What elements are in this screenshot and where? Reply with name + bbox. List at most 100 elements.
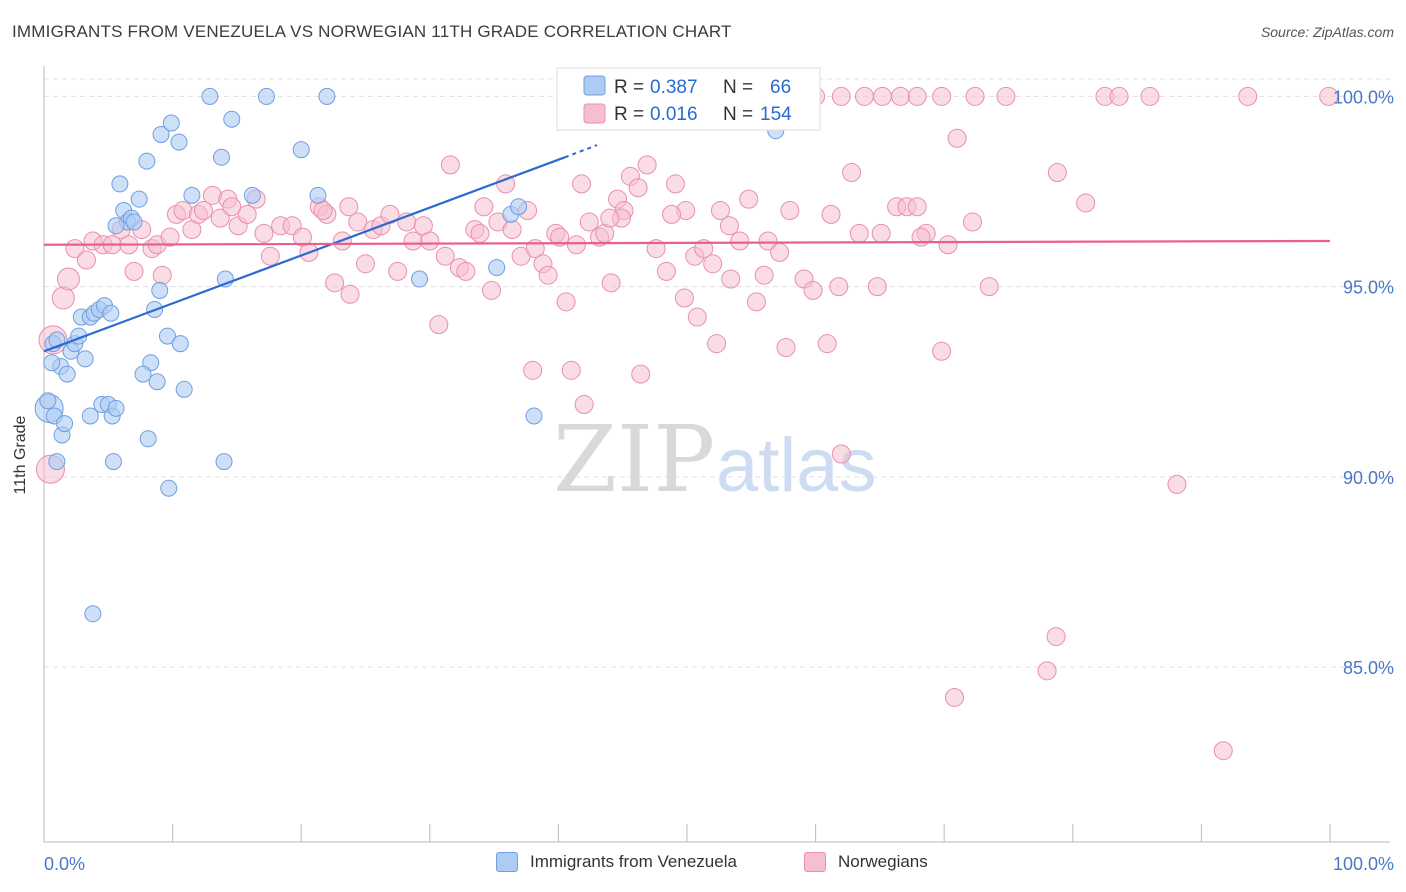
norwegians-point — [1109, 86, 1129, 106]
norwegians-point — [996, 86, 1016, 106]
venezuela-point — [56, 415, 74, 433]
norwegians-point — [932, 86, 952, 106]
legend-swatch-venezuela — [583, 75, 606, 96]
top-legend: R = 0.387 N = 66 R = 0.016 N = 154 — [556, 67, 821, 131]
norwegians-point — [867, 277, 887, 297]
norwegians-point — [152, 265, 172, 285]
legend-swatch-norwegians-bottom — [804, 852, 826, 872]
venezuela-point — [107, 217, 125, 235]
norwegians-point — [854, 86, 874, 106]
norwegians-point — [1238, 86, 1258, 106]
legend-n-value-venezuela: 66 — [770, 77, 791, 98]
norwegians-point — [944, 687, 964, 707]
norwegians-point — [403, 231, 423, 251]
norwegians-point — [721, 269, 741, 289]
venezuela-point — [525, 407, 543, 425]
y-tick-label-90: 90.0% — [1343, 468, 1394, 488]
norwegians-point — [707, 334, 727, 354]
norwegians-point — [124, 261, 144, 281]
norwegians-point — [1319, 86, 1339, 106]
norwegians-point — [193, 201, 213, 221]
legend-swatch-venezuela-bottom — [496, 852, 518, 872]
x-tick-labels: 0.0% 100.0% — [44, 854, 1394, 874]
norwegians-point — [646, 239, 666, 259]
venezuela-point — [151, 281, 169, 299]
venezuela-points — [34, 87, 785, 623]
norwegians-point — [429, 315, 449, 335]
norwegians-point — [758, 231, 778, 251]
venezuela-point — [111, 175, 129, 193]
norwegians-point — [831, 444, 851, 464]
norwegians-point — [356, 254, 375, 274]
venezuela-point — [125, 213, 143, 231]
norwegians-point — [348, 212, 368, 232]
watermark-atlas: atlas — [716, 423, 877, 508]
norwegians-point — [502, 220, 522, 240]
norwegians-point — [574, 395, 594, 415]
norwegians-point — [872, 86, 892, 106]
norwegians-point — [160, 227, 180, 247]
norwegians-point — [470, 223, 490, 243]
venezuela-point — [152, 125, 170, 143]
norwegians-point — [1046, 627, 1066, 647]
norwegians-point — [871, 223, 891, 243]
gridlines — [44, 78, 1390, 668]
norwegians-point — [831, 86, 851, 106]
norwegians-point — [1076, 193, 1096, 213]
venezuela-point — [309, 186, 327, 204]
norwegians-point — [556, 292, 576, 312]
norwegians-point — [420, 231, 440, 251]
venezuela-point — [104, 453, 122, 471]
legend-r-label-venezuela: R = — [614, 77, 644, 98]
venezuela-trend-extension — [564, 144, 598, 159]
norwegians-point — [932, 341, 952, 361]
venezuela-point — [81, 407, 99, 425]
norwegians-points — [35, 86, 1339, 761]
norwegians-point — [579, 212, 599, 232]
norwegians-point — [76, 250, 96, 270]
venezuela-point — [107, 399, 125, 417]
norwegians-point — [1213, 741, 1233, 761]
norwegians-point — [947, 128, 967, 148]
norwegians-point — [979, 277, 999, 297]
norwegians-point — [821, 204, 841, 224]
venezuela-point — [139, 430, 157, 448]
norwegians-point — [1037, 661, 1057, 681]
norwegians-point — [550, 227, 570, 247]
venezuela-point — [201, 87, 219, 105]
norwegians-point — [1047, 163, 1067, 183]
norwegians-point — [339, 197, 359, 217]
norwegians-point — [907, 86, 927, 106]
legend-label-norwegians: Norwegians — [838, 852, 928, 871]
venezuela-point — [215, 453, 233, 471]
y-tick-label-95: 95.0% — [1343, 278, 1394, 298]
norwegians-point — [325, 273, 345, 293]
norwegians-point — [938, 235, 958, 255]
venezuela-point — [158, 327, 176, 345]
venezuela-point — [183, 186, 201, 204]
venezuela-point — [510, 198, 528, 216]
norwegians-point — [388, 261, 408, 281]
venezuela-point — [243, 186, 261, 204]
watermark-zip: ZIP — [553, 406, 715, 513]
venezuela-point — [171, 335, 189, 353]
legend-n-label-venezuela: N = — [723, 77, 753, 98]
norwegians-point — [628, 178, 648, 198]
norwegians-point — [829, 277, 849, 297]
norwegians-point — [674, 288, 694, 308]
legend-item-venezuela[interactable]: Immigrants from Venezuela — [496, 852, 737, 872]
norwegians-point — [456, 261, 476, 281]
venezuela-point — [170, 133, 188, 151]
norwegians-point — [803, 280, 823, 300]
legend-item-norwegians[interactable]: Norwegians — [804, 852, 928, 872]
venezuela-point — [160, 479, 178, 497]
norwegians-point — [440, 155, 460, 175]
source-label: Source: ZipAtlas.com — [1260, 24, 1394, 40]
venezuela-point — [212, 148, 230, 166]
legend-swatch-norwegians — [583, 103, 606, 124]
norwegians-point — [656, 261, 676, 281]
norwegians-point — [911, 227, 931, 247]
venezuela-point — [39, 392, 57, 410]
norwegians-point — [222, 197, 242, 217]
venezuela-point — [43, 354, 61, 372]
